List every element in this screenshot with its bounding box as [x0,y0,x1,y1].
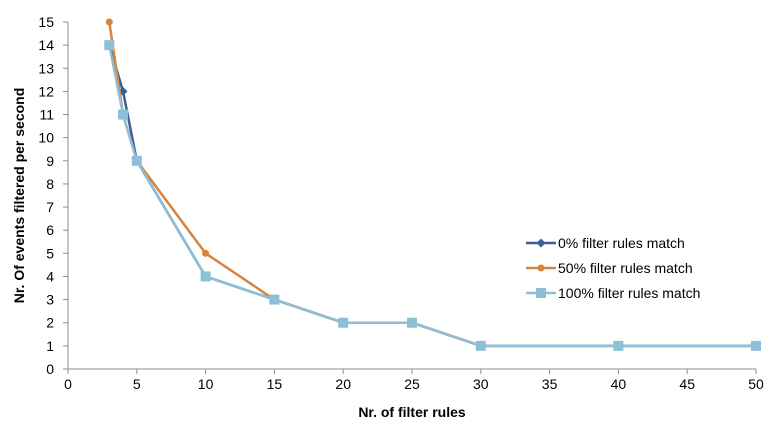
legend-marker [536,238,546,248]
y-tick-label: 13 [38,60,54,76]
data-point [407,317,417,328]
x-tick-label: 10 [198,376,214,392]
y-tick-label: 6 [46,222,54,238]
series-layer [104,18,761,351]
legend-marker [537,264,545,272]
series-line [108,44,756,348]
y-tick-label: 5 [46,245,54,261]
x-tick-label: 15 [267,376,283,392]
y-tick-label: 15 [38,14,54,30]
x-tick-label: 35 [542,376,558,392]
y-tick-label: 0 [46,361,54,377]
legend-item: 100% filter rules match [526,285,700,301]
y-tick-label: 4 [46,268,54,284]
series-1 [104,40,761,351]
y-tick-label: 1 [46,338,54,354]
x-axis-title: Nr. of filter rules [358,404,466,420]
x-tick-label: 5 [133,376,141,392]
y-tick-label: 2 [46,315,54,331]
y-tick-label: 11 [39,107,54,123]
data-point [338,317,349,328]
y-axis-title: Nr. Of events filtered per second [11,88,27,304]
x-tick-label: 25 [404,376,420,392]
y-tick-label: 9 [46,153,54,169]
data-point [200,271,211,282]
data-point [118,109,129,120]
legend-label: 100% filter rules match [558,285,700,301]
data-point [104,40,115,51]
legend-item: 0% filter rules match [526,235,685,251]
data-point [105,18,113,26]
data-point [202,249,210,257]
x-tick-label: 30 [473,376,489,392]
data-point [613,340,624,351]
x-tick-label: 40 [611,376,627,392]
data-point [475,340,486,351]
y-tick-label: 10 [38,130,54,146]
legend-marker [536,288,546,298]
series-3 [104,40,761,351]
y-tick-label: 7 [46,199,54,215]
x-tick-label: 0 [64,376,72,392]
x-tick-labels: 0 5 10 15 20 25 30 35 40 45 50 [64,369,764,392]
y-tick-label: 3 [46,292,54,308]
x-tick-label: 50 [748,376,764,392]
chart-axes [67,22,756,370]
data-point [751,340,761,351]
legend-label: 0% filter rules match [558,235,685,251]
chart-legend: 0% filter rules match 50% filter rules ma… [526,235,700,301]
legend-item: 50% filter rules match [526,260,693,276]
y-tick-label: 12 [38,83,54,99]
x-tick-label: 20 [335,376,351,392]
y-tick-label: 8 [46,176,54,192]
legend-label: 50% filter rules match [558,260,693,276]
x-tick-label: 45 [679,376,695,392]
data-point [269,294,280,305]
data-point [131,155,142,166]
y-tick-label: 14 [38,37,54,53]
